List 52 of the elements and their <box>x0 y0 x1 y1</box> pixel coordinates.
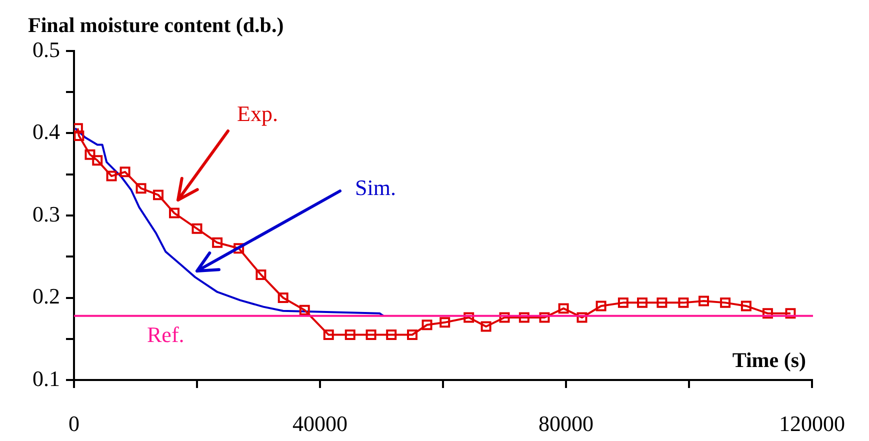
point <box>464 312 474 323</box>
point <box>698 296 710 306</box>
y-tick-label: 0.3 <box>32 201 60 226</box>
point <box>256 269 266 280</box>
point <box>656 297 668 308</box>
point <box>576 312 588 323</box>
x-tick-label: 80000 <box>538 410 594 436</box>
y-tick-label: 0.2 <box>32 284 60 309</box>
point <box>558 303 569 314</box>
point <box>785 308 796 319</box>
point <box>762 308 773 319</box>
x-tick-label: 40000 <box>292 410 348 436</box>
point <box>153 190 164 200</box>
x-tick-label: 120000 <box>779 410 845 436</box>
point <box>499 312 510 323</box>
point <box>480 321 492 332</box>
point <box>74 130 84 141</box>
point <box>637 297 648 308</box>
point <box>120 166 130 178</box>
x-axis-title: Time (s) <box>732 348 806 372</box>
point <box>720 297 731 308</box>
point <box>212 237 223 248</box>
point <box>323 330 334 340</box>
y-tick-label: 0.1 <box>32 366 60 391</box>
point <box>84 149 96 160</box>
point <box>407 330 418 340</box>
point <box>518 312 530 323</box>
point <box>740 300 752 312</box>
point <box>106 170 117 182</box>
point <box>539 312 550 323</box>
point <box>678 297 689 308</box>
point <box>136 183 146 194</box>
point <box>169 208 180 218</box>
point <box>299 304 310 316</box>
annotation: Sim. <box>355 174 396 200</box>
annotation: Exp. <box>237 100 278 126</box>
point <box>422 320 432 330</box>
point <box>278 292 288 303</box>
point <box>386 330 397 340</box>
point <box>440 317 450 328</box>
annotation: Ref. <box>147 322 184 347</box>
point <box>92 155 103 166</box>
x-tick-label: 0 <box>68 410 80 436</box>
point <box>618 297 628 308</box>
point <box>192 223 202 234</box>
y-axis-title: Final moisture content (d.b.) <box>28 12 284 37</box>
point <box>366 330 376 340</box>
point <box>234 243 244 254</box>
y-tick-label: 0.5 <box>32 36 60 62</box>
point <box>596 300 606 312</box>
y-tick-label: 0.4 <box>32 119 60 144</box>
point <box>344 330 356 340</box>
